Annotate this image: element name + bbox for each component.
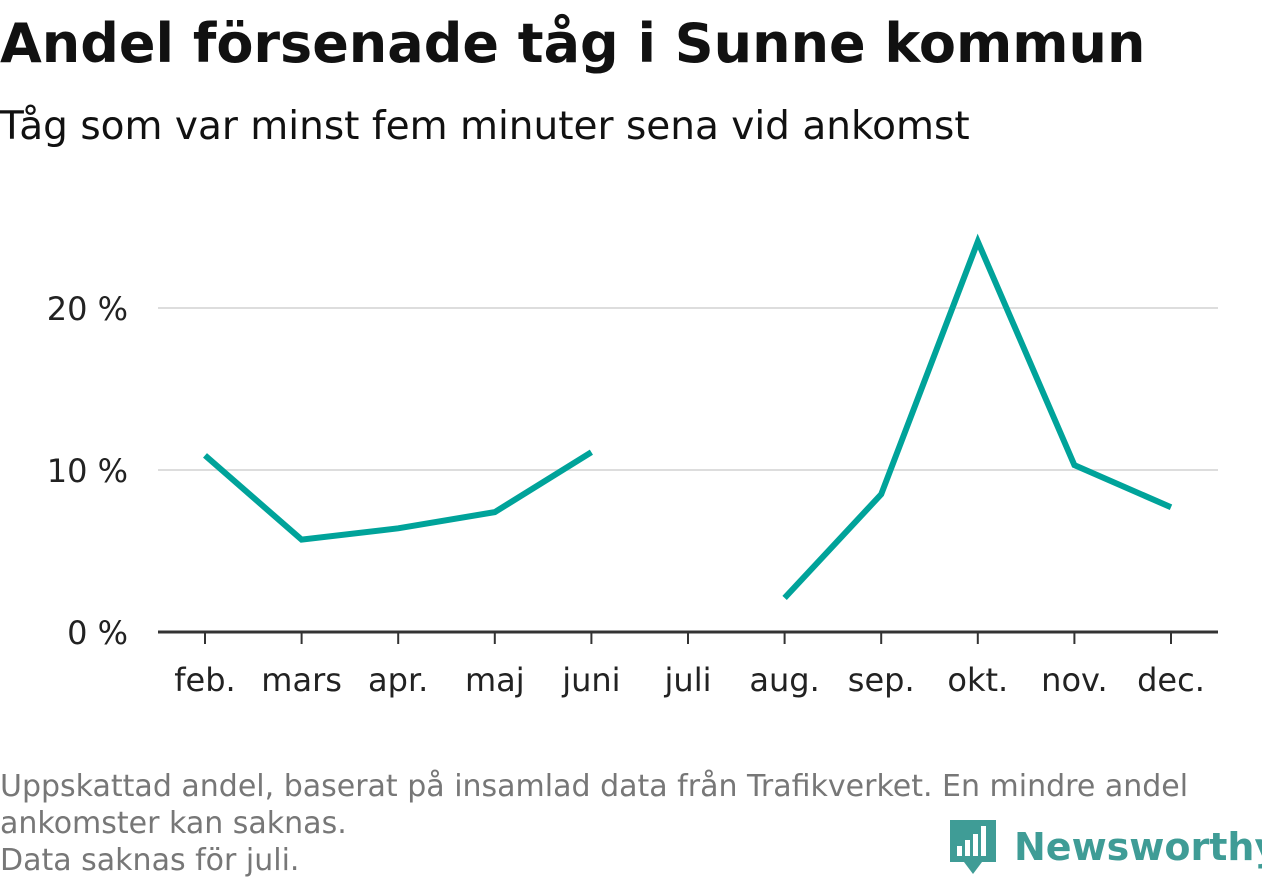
line-chart: 0 % 10 % 20 % feb. mars apr. maj juni juli aug. se… (47, 233, 1218, 699)
x-tick-label: sep. (848, 661, 915, 699)
x-tick-label: dec. (1137, 661, 1205, 699)
caption-line: ankomster kan saknas. (0, 806, 347, 841)
caption-line: Uppskattad andel, baserat på insamlad da… (0, 769, 1189, 804)
x-tick-label: maj (465, 661, 525, 699)
y-tick-label: 0 % (67, 614, 128, 652)
x-tick-label: apr. (368, 661, 428, 699)
x-tick-label: nov. (1041, 661, 1107, 699)
x-tick-label: feb. (174, 661, 235, 699)
series-line (203, 449, 593, 543)
x-tick-label: mars (261, 661, 342, 699)
x-tick-label: aug. (749, 661, 819, 699)
y-tick-label: 10 % (47, 452, 128, 490)
x-tick-label: juli (664, 661, 712, 699)
bar-chart-speech-bubble-icon (950, 820, 996, 874)
y-tick-label: 20 % (47, 290, 128, 328)
series-line (782, 233, 1173, 601)
chart-title: Andel försenade tåg i Sunne kommun (0, 12, 1146, 75)
x-tick-label: juni (561, 661, 620, 699)
newsworthy-logo: Newsworthy (948, 816, 1262, 878)
chart-subtitle: Tåg som var minst fem minuter sena vid a… (0, 104, 970, 149)
caption-line: Data saknas för juli. (0, 843, 300, 878)
brand-name: Newsworthy (1014, 825, 1262, 869)
x-tick-label: okt. (947, 661, 1008, 699)
chart-caption: Uppskattad andel, baserat på insamlad da… (0, 768, 1262, 879)
